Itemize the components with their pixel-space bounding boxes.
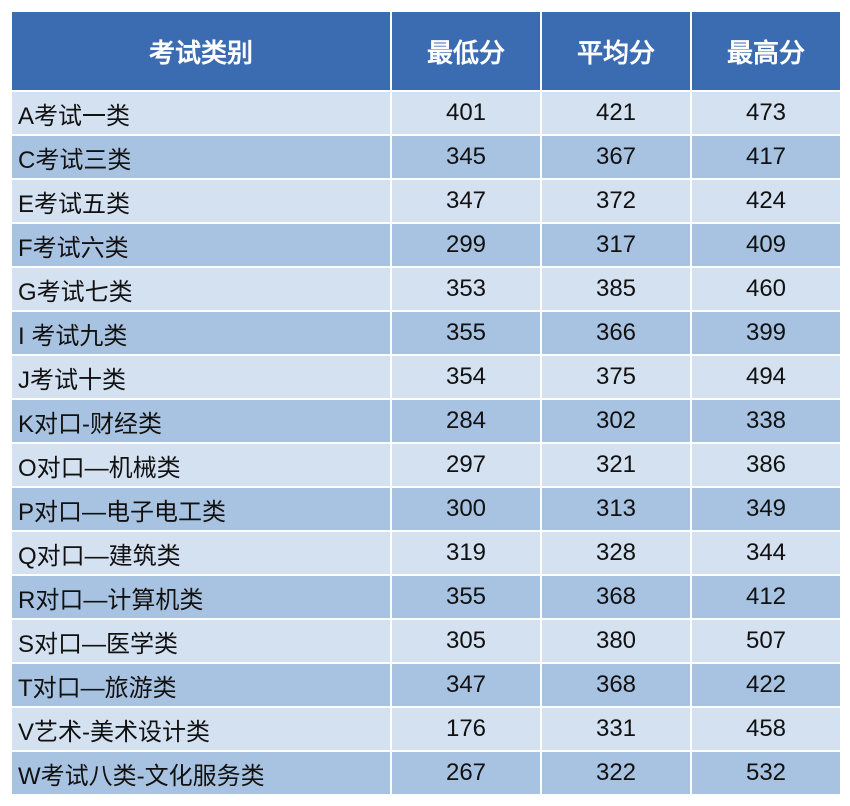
cell-max: 344 [691,531,841,575]
col-header-category: 考试类别 [11,11,391,91]
header-row: 考试类别 最低分 平均分 最高分 [11,11,841,91]
cell-avg: 321 [541,443,691,487]
cell-category: R对口—计算机类 [11,575,391,619]
cell-category: O对口—机械类 [11,443,391,487]
cell-max: 422 [691,663,841,707]
cell-min: 297 [391,443,541,487]
cell-min: 347 [391,179,541,223]
cell-avg: 375 [541,355,691,399]
table-row: O对口—机械类297321386 [11,443,841,487]
table-row: I 考试九类355366399 [11,311,841,355]
cell-avg: 331 [541,707,691,751]
cell-max: 386 [691,443,841,487]
cell-min: 299 [391,223,541,267]
cell-max: 409 [691,223,841,267]
table-row: T对口—旅游类347368422 [11,663,841,707]
cell-category: S对口—医学类 [11,619,391,663]
cell-category: P对口—电子电工类 [11,487,391,531]
table-row: F考试六类299317409 [11,223,841,267]
cell-min: 345 [391,135,541,179]
cell-avg: 317 [541,223,691,267]
cell-min: 284 [391,399,541,443]
cell-category: F考试六类 [11,223,391,267]
cell-category: C考试三类 [11,135,391,179]
cell-category: I 考试九类 [11,311,391,355]
table-row: W考试八类-文化服务类267322532 [11,751,841,795]
cell-category: W考试八类-文化服务类 [11,751,391,795]
cell-max: 532 [691,751,841,795]
cell-category: J考试十类 [11,355,391,399]
score-table: 考试类别 最低分 平均分 最高分 A考试一类401421473 C考试三类345… [10,10,842,796]
cell-avg: 328 [541,531,691,575]
table-row: E考试五类347372424 [11,179,841,223]
table-row: A考试一类401421473 [11,91,841,135]
cell-category: T对口—旅游类 [11,663,391,707]
table-row: S对口—医学类305380507 [11,619,841,663]
cell-min: 300 [391,487,541,531]
cell-max: 473 [691,91,841,135]
cell-avg: 366 [541,311,691,355]
cell-avg: 380 [541,619,691,663]
cell-avg: 368 [541,663,691,707]
col-header-max: 最高分 [691,11,841,91]
cell-max: 417 [691,135,841,179]
cell-min: 319 [391,531,541,575]
cell-max: 338 [691,399,841,443]
cell-max: 349 [691,487,841,531]
cell-category: A考试一类 [11,91,391,135]
cell-min: 355 [391,575,541,619]
col-header-min: 最低分 [391,11,541,91]
table-body: A考试一类401421473 C考试三类345367417 E考试五类34737… [11,91,841,795]
cell-category: K对口-财经类 [11,399,391,443]
cell-avg: 367 [541,135,691,179]
cell-min: 305 [391,619,541,663]
table-row: J考试十类354375494 [11,355,841,399]
cell-avg: 385 [541,267,691,311]
cell-category: Q对口—建筑类 [11,531,391,575]
cell-avg: 313 [541,487,691,531]
cell-avg: 302 [541,399,691,443]
table-row: G考试七类353385460 [11,267,841,311]
table-row: C考试三类345367417 [11,135,841,179]
cell-max: 494 [691,355,841,399]
cell-min: 354 [391,355,541,399]
cell-avg: 368 [541,575,691,619]
cell-category: G考试七类 [11,267,391,311]
cell-min: 353 [391,267,541,311]
cell-min: 401 [391,91,541,135]
table-row: V艺术-美术设计类176331458 [11,707,841,751]
cell-avg: 372 [541,179,691,223]
cell-max: 507 [691,619,841,663]
cell-category: E考试五类 [11,179,391,223]
cell-avg: 322 [541,751,691,795]
table-row: K对口-财经类284302338 [11,399,841,443]
cell-min: 267 [391,751,541,795]
table-row: R对口—计算机类355368412 [11,575,841,619]
cell-avg: 421 [541,91,691,135]
cell-category: V艺术-美术设计类 [11,707,391,751]
table-row: Q对口—建筑类319328344 [11,531,841,575]
cell-max: 412 [691,575,841,619]
cell-max: 424 [691,179,841,223]
cell-max: 458 [691,707,841,751]
cell-max: 460 [691,267,841,311]
col-header-avg: 平均分 [541,11,691,91]
cell-max: 399 [691,311,841,355]
cell-min: 347 [391,663,541,707]
cell-min: 176 [391,707,541,751]
table-row: P对口—电子电工类300313349 [11,487,841,531]
cell-min: 355 [391,311,541,355]
